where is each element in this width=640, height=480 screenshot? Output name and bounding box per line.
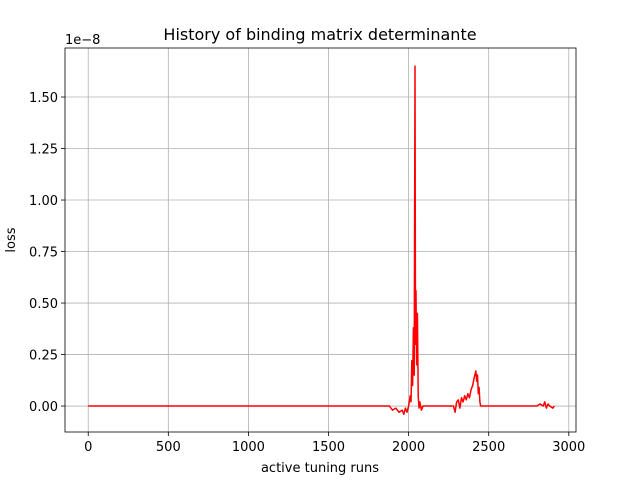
line <box>88 65 555 416</box>
y-tick-label: 0.75 <box>29 246 58 261</box>
x-tick-label: 2000 <box>392 440 425 455</box>
y-tick-label: 0.50 <box>29 297 58 312</box>
y-tick-label: 1.50 <box>29 91 58 106</box>
x-tick-label: 3000 <box>552 440 585 455</box>
y-tick-label: 0.00 <box>29 400 58 415</box>
x-tick-label: 1000 <box>232 440 265 455</box>
chart-title: History of binding matrix determinante <box>163 25 476 44</box>
x-tick-label: 500 <box>156 440 181 455</box>
x-tick-label: 0 <box>84 440 92 455</box>
y-tick-label: 0.25 <box>29 349 58 364</box>
x-tick-label: 1500 <box>312 440 345 455</box>
y-tick-label: 1.25 <box>29 143 58 158</box>
y-tick-label: 1.00 <box>29 194 58 209</box>
x-tick-label: 2500 <box>472 440 505 455</box>
plot-frame <box>64 47 577 433</box>
x-axis-label: active tuning runs <box>261 461 379 476</box>
y-offset-label: 1e−8 <box>65 33 100 48</box>
y-axis-label: loss <box>4 227 19 252</box>
